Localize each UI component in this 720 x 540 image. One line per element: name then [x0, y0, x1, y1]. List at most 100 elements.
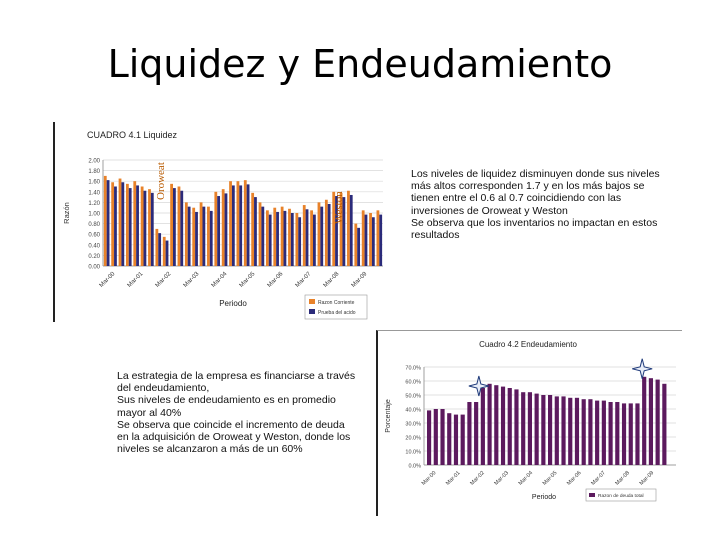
bar [541, 395, 546, 465]
chart-title: Cuadro 4.2 Endeudamiento [479, 340, 577, 349]
bar [239, 185, 243, 266]
bar [273, 207, 277, 266]
x-tick-label: Mar-04 [211, 271, 229, 289]
bar [361, 210, 365, 266]
bar [628, 403, 633, 465]
bar [236, 181, 240, 266]
bar [246, 184, 250, 266]
x-tick-label: Mar-08 [614, 470, 631, 487]
bar [162, 236, 166, 266]
bar [364, 214, 368, 266]
bar [283, 210, 287, 266]
bar [460, 414, 465, 465]
bar [467, 402, 472, 465]
bar [568, 397, 573, 465]
bar [217, 196, 221, 266]
bar [433, 409, 438, 465]
bar [177, 186, 181, 266]
bar [136, 185, 139, 266]
bar [642, 376, 647, 465]
bar [554, 396, 559, 465]
bar [106, 180, 110, 266]
legend-entry: Prueba del acido [318, 310, 356, 316]
x-tick-label: Mar-05 [239, 271, 257, 289]
bar [280, 206, 284, 266]
bar [295, 213, 299, 266]
bar [290, 213, 294, 266]
bar [608, 402, 613, 465]
bar [251, 192, 255, 266]
bar [103, 175, 107, 266]
bar [224, 193, 228, 266]
bar [114, 186, 117, 266]
bar [369, 213, 372, 266]
bar [615, 402, 620, 465]
bar [354, 223, 358, 266]
bar [534, 393, 539, 465]
y-tick-label: 0.40 [88, 243, 100, 249]
x-tick-label: Mar-01 [127, 271, 145, 289]
bar [258, 202, 262, 266]
bar [548, 395, 553, 465]
y-tick-label: 0.20 [88, 254, 100, 260]
y-tick-label: 1.40 [88, 190, 100, 196]
x-axis-label: Periodo [219, 299, 247, 308]
bar [621, 403, 627, 465]
bar [324, 199, 328, 266]
bar [447, 413, 452, 465]
bar [165, 240, 169, 266]
debt-note-text: La estrategia de la empresa es financiar… [117, 370, 356, 456]
y-tick-label: 0.0% [408, 464, 421, 470]
bar [327, 203, 331, 266]
bar [143, 190, 147, 266]
x-tick-label: Mar-09 [639, 470, 656, 487]
bar [588, 399, 593, 465]
bar [207, 206, 210, 266]
bar [184, 202, 188, 266]
bar [310, 210, 313, 266]
bar [302, 205, 306, 266]
legend-swatch [309, 299, 315, 304]
bar [480, 388, 485, 465]
bar [335, 196, 338, 266]
x-tick-label: Mar-04 [518, 470, 535, 487]
x-tick-label: Mar-03 [493, 470, 510, 487]
x-tick-label: Mar-05 [542, 470, 559, 487]
liquidity-chart: CUADRO 4.1 Liquidez 2.00 1.80 1.60 1.40 1.20 1… [53, 122, 388, 322]
bar [342, 197, 346, 266]
y-tick-label: 0.80 [88, 222, 100, 228]
bar [379, 214, 383, 266]
bar [133, 181, 137, 266]
bar [655, 379, 660, 465]
bar [320, 206, 324, 266]
bar [121, 182, 125, 266]
y-tick-label: 1.80 [88, 169, 100, 175]
bar [192, 207, 196, 266]
bar [595, 400, 600, 465]
legend-swatch [309, 309, 315, 314]
liquidity-note-text: Los niveles de liquidez disminuyen donde… [411, 168, 660, 242]
bar [118, 178, 122, 266]
bar [254, 197, 257, 266]
bar [128, 188, 132, 266]
y-tick-label: 0.00 [88, 265, 100, 271]
legend-entry: Razon de deuda total [598, 493, 644, 499]
x-tick-label: Mar-07 [295, 271, 313, 289]
y-tick-label: 2.00 [88, 159, 100, 165]
bar [288, 208, 291, 266]
debt-chart: Cuadro 4.2 Endeudamiento 70.0% 60.0% 50.0% 4… [376, 330, 682, 516]
legend-box [585, 488, 657, 502]
oroweat-star-marker-icon [468, 375, 489, 397]
legend-entry: Razon Corriente [318, 300, 355, 306]
bar [427, 410, 432, 465]
bar [209, 210, 213, 266]
x-tick-label: Mar-06 [267, 271, 285, 289]
y-tick-label: 60.0% [405, 380, 421, 386]
bar [581, 399, 586, 465]
bar [214, 191, 218, 266]
bar [521, 392, 526, 465]
bar [376, 210, 380, 266]
y-tick-label: 20.0% [405, 436, 421, 442]
bar [332, 191, 336, 266]
bar [474, 402, 479, 465]
